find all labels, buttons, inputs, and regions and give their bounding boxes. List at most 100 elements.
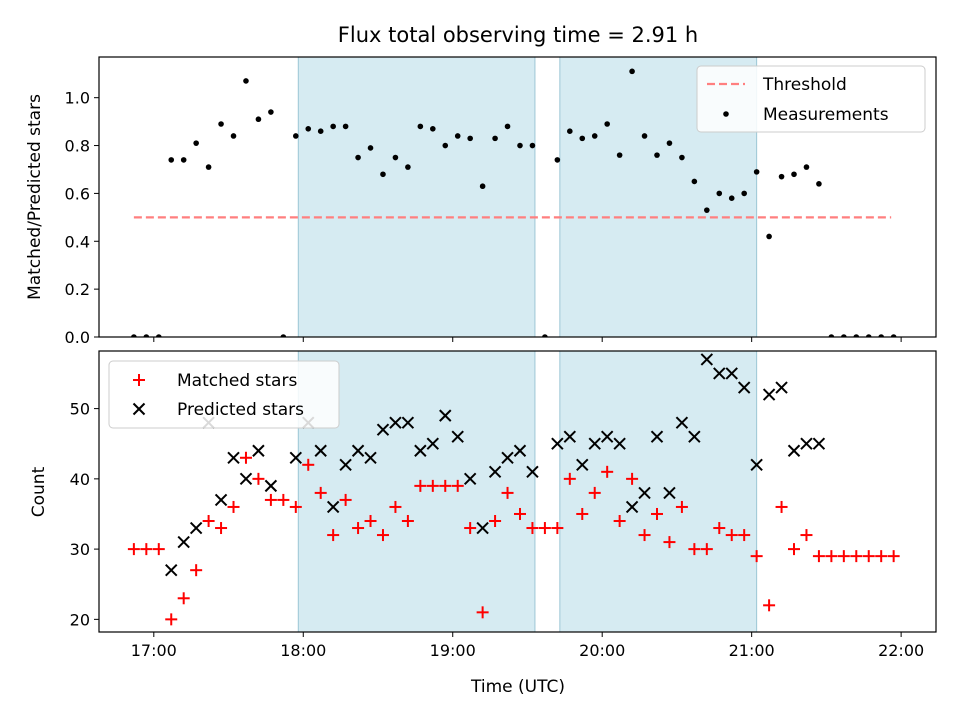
predicted-stars-point: [737, 381, 751, 394]
measurement-point: [342, 123, 349, 130]
x-axis-label: Time (UTC): [470, 677, 565, 697]
legend-box: [696, 65, 926, 133]
measurement-point: [778, 173, 785, 180]
predicted-stars-point: [351, 444, 365, 457]
matched-stars-point: [700, 543, 713, 556]
matched-stars-point: [302, 458, 315, 471]
measurement-point: [454, 133, 461, 139]
predicted-stars-point: [214, 493, 228, 507]
measurement-point: [629, 68, 635, 75]
predicted-stars-point: [513, 444, 527, 457]
predicted-stars-point: [401, 416, 415, 429]
y-tick-label: 50: [70, 400, 90, 419]
measurement-point: [218, 121, 224, 127]
measurement-point: [741, 190, 747, 197]
measurement-point: [728, 195, 735, 201]
matched-stars-point: [202, 515, 215, 528]
matched-stars-point: [576, 507, 589, 520]
predicted-stars-point: [638, 486, 651, 500]
matched-stars-point: [763, 599, 776, 612]
measurement-point: [704, 207, 710, 213]
x-tick-label: 21:00: [729, 641, 775, 660]
matched-stars-point: [887, 550, 900, 563]
y-tick-label: 1.0: [65, 89, 90, 108]
predicted-stars-point: [787, 444, 801, 457]
measurement-point: [753, 169, 760, 175]
x-tick-label: 18:00: [280, 641, 326, 660]
chart-title: Flux total observing time = 2.91 h: [338, 23, 698, 47]
measurement-point: [131, 334, 137, 337]
measurement-point: [317, 128, 324, 134]
predicted-stars-point: [650, 430, 664, 443]
matched-stars-point: [389, 500, 402, 513]
matched-stars-point: [788, 543, 801, 556]
matched-stars-point: [638, 529, 651, 542]
measurement-point: [255, 116, 262, 123]
predicted-stars-point: [501, 451, 514, 464]
matched-stars-point: [414, 479, 427, 492]
measurement-point: [205, 164, 212, 170]
matched-stars-point: [601, 465, 614, 478]
predicted-stars-point: [463, 472, 477, 486]
measurement-point: [180, 157, 187, 163]
measurement-point: [305, 125, 312, 132]
measurement-point: [567, 128, 573, 134]
measurement-point: [816, 181, 822, 187]
matched-stars-point: [538, 522, 551, 535]
matched-stars-point: [675, 500, 688, 513]
predicted-stars-point: [576, 458, 589, 472]
matched-stars-point: [401, 515, 414, 528]
measurement-point: [417, 123, 424, 130]
matched-stars-point: [862, 550, 875, 563]
matched-stars-point: [850, 550, 863, 563]
measurement-point: [542, 334, 548, 337]
measurement-point: [641, 133, 648, 139]
matched-stars-point: [140, 543, 153, 556]
measurement-point: [143, 334, 150, 337]
predicted-stars-point: [588, 437, 601, 450]
matched-stars-point: [775, 500, 788, 513]
measurement-point: [492, 135, 498, 142]
matched-stars-point: [177, 592, 190, 605]
measurement-point: [467, 135, 473, 142]
x-tick-label: 19:00: [430, 641, 476, 660]
measurement-point: [243, 78, 249, 84]
predicted-stars-point: [264, 479, 278, 493]
matched-stars-point: [563, 472, 576, 485]
predicted-stars-point: [451, 430, 464, 443]
legend-matched-swatch: [133, 374, 145, 386]
predicted-stars-point: [762, 388, 776, 401]
matched-stars-point: [289, 500, 302, 513]
measurement-point: [878, 334, 884, 337]
predicted-stars-point: [252, 444, 265, 457]
predicted-stars-point: [389, 416, 402, 429]
predicted-stars-point: [364, 451, 377, 464]
predicted-stars-point: [339, 458, 352, 472]
predicted-stars-point: [414, 444, 427, 457]
measurement-point: [367, 145, 374, 151]
predicted-stars-point: [289, 451, 303, 464]
measurement-point: [380, 171, 386, 178]
y-tick-label: 20: [70, 610, 90, 629]
axes-frame: [98, 350, 937, 633]
matched-stars-point: [352, 522, 365, 535]
measurement-point: [716, 190, 723, 197]
measurement-point: [616, 152, 623, 158]
predicted-stars-point: [376, 423, 390, 436]
legend-box: [108, 360, 340, 429]
legend-matched-label: Matched stars: [177, 371, 297, 391]
top-y-axis-label: Matched/Predicted stars: [25, 94, 45, 300]
predicted-stars-point: [177, 535, 190, 549]
matched-stars-point: [738, 529, 751, 542]
measurement-point: [280, 334, 287, 337]
measurement-point: [679, 154, 685, 161]
matched-stars-point: [426, 479, 439, 492]
predicted-stars-point: [750, 458, 763, 472]
measurement-point: [504, 123, 511, 130]
matched-stars-point: [277, 493, 290, 506]
measurement-point: [803, 164, 810, 170]
axes-frame: [98, 56, 937, 338]
x-tick-label: 22:00: [878, 641, 924, 660]
matched-stars-point: [327, 529, 340, 542]
